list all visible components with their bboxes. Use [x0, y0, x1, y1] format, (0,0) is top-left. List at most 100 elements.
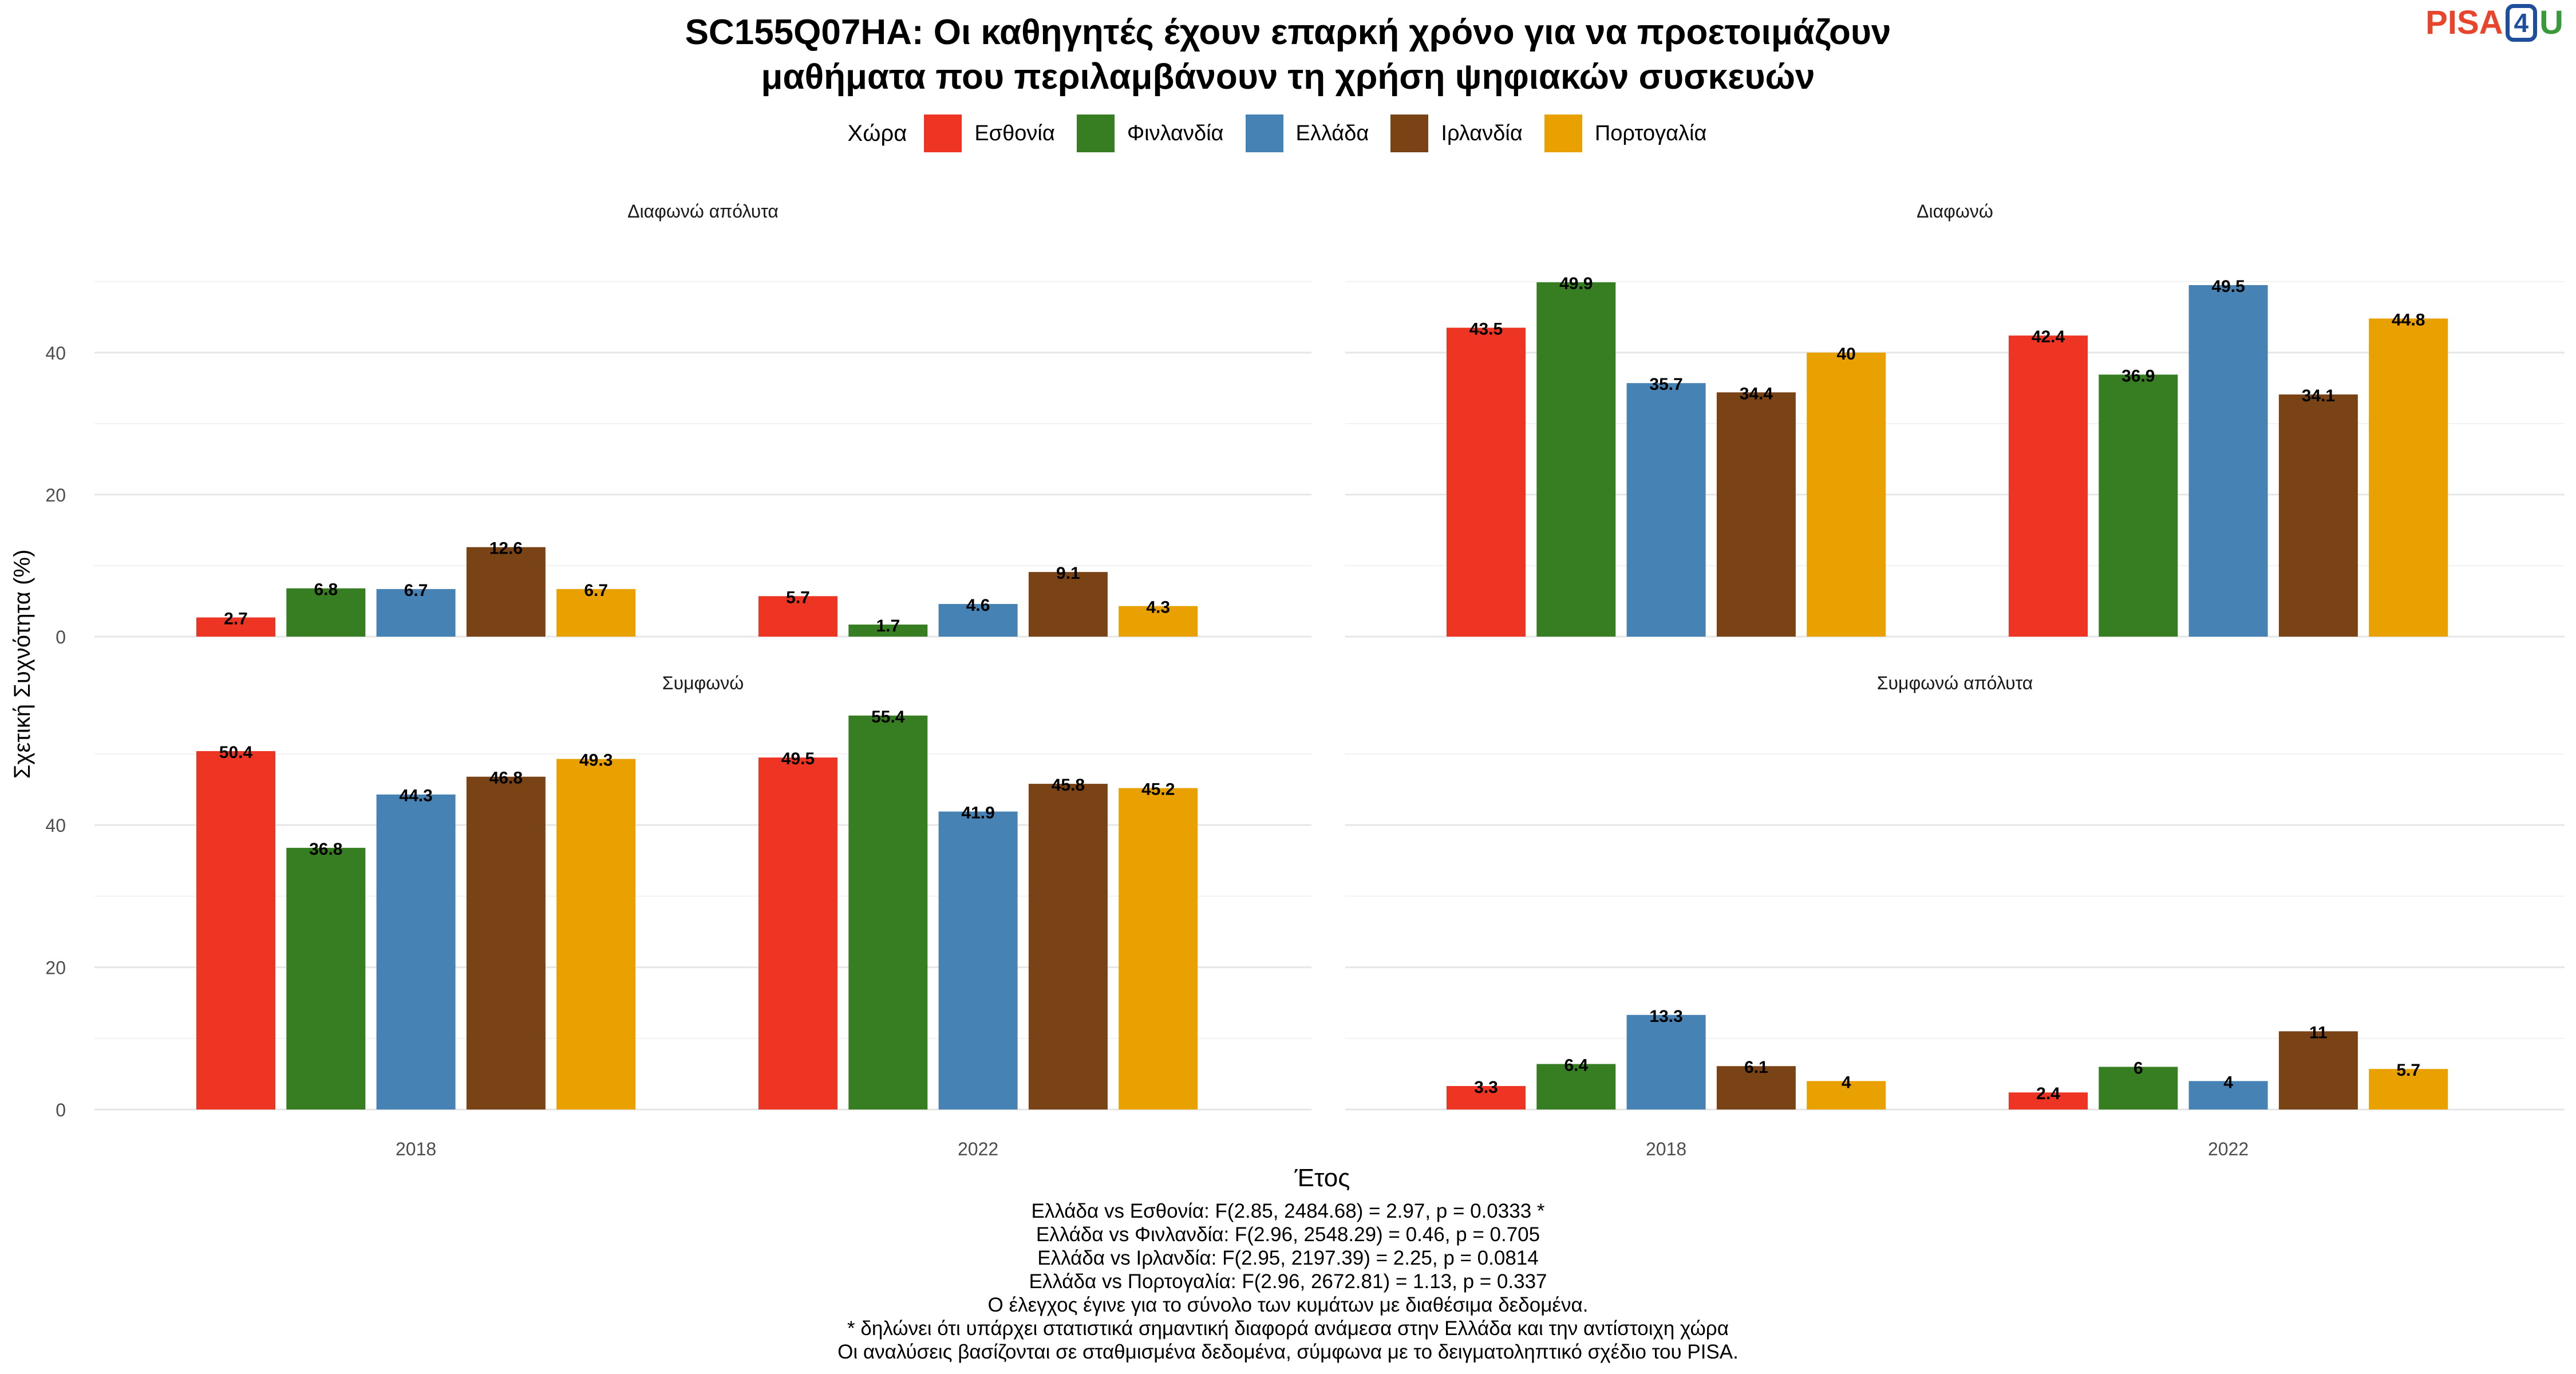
panel-3-bar — [196, 751, 275, 1110]
legend-item-estonia: Εσθονία — [924, 114, 1055, 152]
panel-1-bar — [376, 589, 456, 637]
legend-label-ireland: Ιρλανδία — [1441, 121, 1523, 145]
legend-label-finland: Φινλανδία — [1127, 121, 1224, 145]
title-line-2: μαθήματα που περιλαμβάνουν τη χρήση ψηφι… — [761, 57, 1815, 97]
panel-4-bar — [2099, 1067, 2178, 1110]
panel-1-value-label: 6.7 — [584, 581, 608, 600]
panel-2-value-label: 49.9 — [1559, 274, 1593, 293]
panel-4-bar — [1536, 1064, 1616, 1110]
panel-1-value-label: 5.7 — [786, 588, 810, 607]
panel-2-value-label: 43.5 — [1469, 319, 1503, 338]
panel-2-value-label: 34.4 — [1740, 384, 1773, 403]
panel-4-bar — [1807, 1081, 1886, 1110]
legend-item-finland: Φινλανδία — [1076, 114, 1224, 152]
panel-3-value-label: 45.8 — [1052, 776, 1085, 795]
panel-1-title: Διαφωνώ απόλυτα — [627, 201, 779, 222]
panel-4-bar — [2278, 1031, 2358, 1110]
panel-4-value-label: 3.3 — [1474, 1078, 1498, 1097]
x-tick-label: 2022 — [2208, 1139, 2249, 1159]
panel-4-value-label: 13.3 — [1649, 1007, 1682, 1026]
footer-line-1: Ελλάδα vs Εσθονία: F(2.85, 2484.68) = 2.… — [1031, 1200, 1545, 1222]
panel-3-bar — [556, 759, 636, 1110]
panel-4-value-label: 4 — [1842, 1073, 1851, 1092]
panel-3-title: Συμφωνώ — [662, 673, 744, 693]
chart-footer: Ελλάδα vs Εσθονία: F(2.85, 2484.68) = 2.… — [0, 1199, 2576, 1364]
panel-3-value-label: 46.8 — [489, 769, 523, 788]
y-tick-label: 0 — [56, 1100, 66, 1120]
legend-swatch-greece — [1245, 114, 1283, 152]
legend-swatch-estonia — [924, 114, 962, 152]
panel-4-bar — [1447, 1086, 1526, 1110]
panel-3-value-label: 49.3 — [579, 751, 613, 770]
panel-3-value-label: 44.3 — [399, 787, 432, 806]
panel-1-value-label: 6.8 — [314, 581, 338, 599]
legend-label-portugal: Πορτογαλία — [1594, 121, 1707, 145]
panel-3-value-label: 45.2 — [1141, 780, 1175, 799]
panel-3-value-label: 36.8 — [309, 840, 342, 859]
panel-4-bar — [1626, 1014, 1706, 1110]
panel-1-bar — [938, 603, 1018, 637]
panel-1-bar — [286, 588, 366, 637]
panel-2-bar — [2278, 394, 2358, 637]
panel-1-value-label: 6.7 — [404, 581, 428, 600]
legend-swatch-finland — [1076, 114, 1115, 152]
panel-3-value-label: 49.5 — [781, 749, 815, 768]
panel-4-bar — [1716, 1066, 1796, 1110]
panel-2-value-label: 36.9 — [2121, 366, 2155, 385]
panel-4-value-label: 6.1 — [1744, 1058, 1768, 1077]
y-tick-label: 20 — [45, 485, 66, 506]
panel-4-title: Συμφωνώ απόλυτα — [1877, 673, 2033, 693]
panel-3-value-label: 50.4 — [219, 743, 253, 762]
panel-4-bar — [2188, 1081, 2268, 1110]
panel-2-bar — [1536, 282, 1616, 637]
legend-label-greece: Ελλάδα — [1295, 121, 1369, 145]
title-line-1: SC155Q07HA: Οι καθηγητές έχουν επαρκή χρ… — [685, 13, 1891, 52]
panel-1-bar — [848, 624, 928, 637]
panel-2-bar — [2188, 285, 2268, 637]
legend-item-portugal: Πορτογαλία — [1544, 114, 1707, 152]
panel-4-value-label: 11 — [2309, 1023, 2328, 1042]
y-tick-label: 40 — [45, 343, 66, 364]
x-tick-label: 2018 — [396, 1139, 436, 1159]
panel-1-bar — [1028, 572, 1108, 637]
legend-item-ireland: Ιρλανδία — [1390, 114, 1523, 152]
panel-2-bar — [2369, 318, 2448, 637]
panel-1-bar — [556, 589, 636, 637]
panel-1-value-label: 1.7 — [876, 617, 900, 635]
legend-label-estonia: Εσθονία — [974, 121, 1055, 145]
panel-1-bar — [758, 596, 837, 637]
panel-2-bar — [2009, 335, 2088, 637]
y-tick-label: 40 — [45, 815, 66, 836]
panel-2-bar — [1447, 327, 1526, 637]
legend: Χώρα Εσθονία Φινλανδία Ελλάδα Ιρλανδία Π… — [0, 114, 2576, 152]
panel-3-bar — [1028, 784, 1108, 1110]
panel-2-value-label: 35.7 — [1649, 375, 1682, 394]
legend-swatch-ireland — [1390, 114, 1429, 152]
pisa4u-logo: PISA 4 U — [2425, 3, 2563, 42]
logo-pisa-text: PISA — [2425, 4, 2503, 41]
panel-2-title: Διαφωνώ — [1917, 201, 1993, 222]
panel-4-value-label: 6 — [2134, 1059, 2143, 1077]
legend-item-greece: Ελλάδα — [1245, 114, 1369, 152]
panel-2-value-label: 44.8 — [2392, 310, 2425, 329]
panel-2-value-label: 40 — [1837, 345, 1856, 364]
footer-line-4: Ελλάδα vs Πορτογαλία: F(2.96, 2672.81) =… — [1029, 1270, 1547, 1293]
panel-3-bar — [938, 811, 1018, 1110]
panel-4-value-label: 6.4 — [1564, 1056, 1588, 1075]
legend-title: Χώρα — [847, 120, 907, 146]
panel-1-value-label: 4.3 — [1146, 598, 1170, 617]
footer-line-7: Οι αναλύσεις βασίζονται σε σταθμισμένα δ… — [837, 1341, 1739, 1363]
panel-1-value-label: 4.6 — [966, 596, 990, 615]
panel-4-bar — [2369, 1069, 2448, 1110]
panel-2-bar — [1807, 352, 1886, 637]
chart-title: SC155Q07HA: Οι καθηγητές έχουν επαρκή χρ… — [0, 10, 2576, 100]
panel-1-bar — [196, 617, 275, 637]
footer-line-6: * δηλώνει ότι υπάρχει στατιστικά σημαντι… — [847, 1317, 1729, 1340]
panel-1-value-label: 2.7 — [224, 610, 248, 629]
x-tick-label: 2018 — [1646, 1139, 1686, 1159]
logo-four-text: 4 — [2505, 3, 2538, 42]
panel-1-bar — [1119, 606, 1198, 637]
panel-3-bar — [848, 715, 928, 1110]
panel-3-bar — [376, 794, 456, 1110]
